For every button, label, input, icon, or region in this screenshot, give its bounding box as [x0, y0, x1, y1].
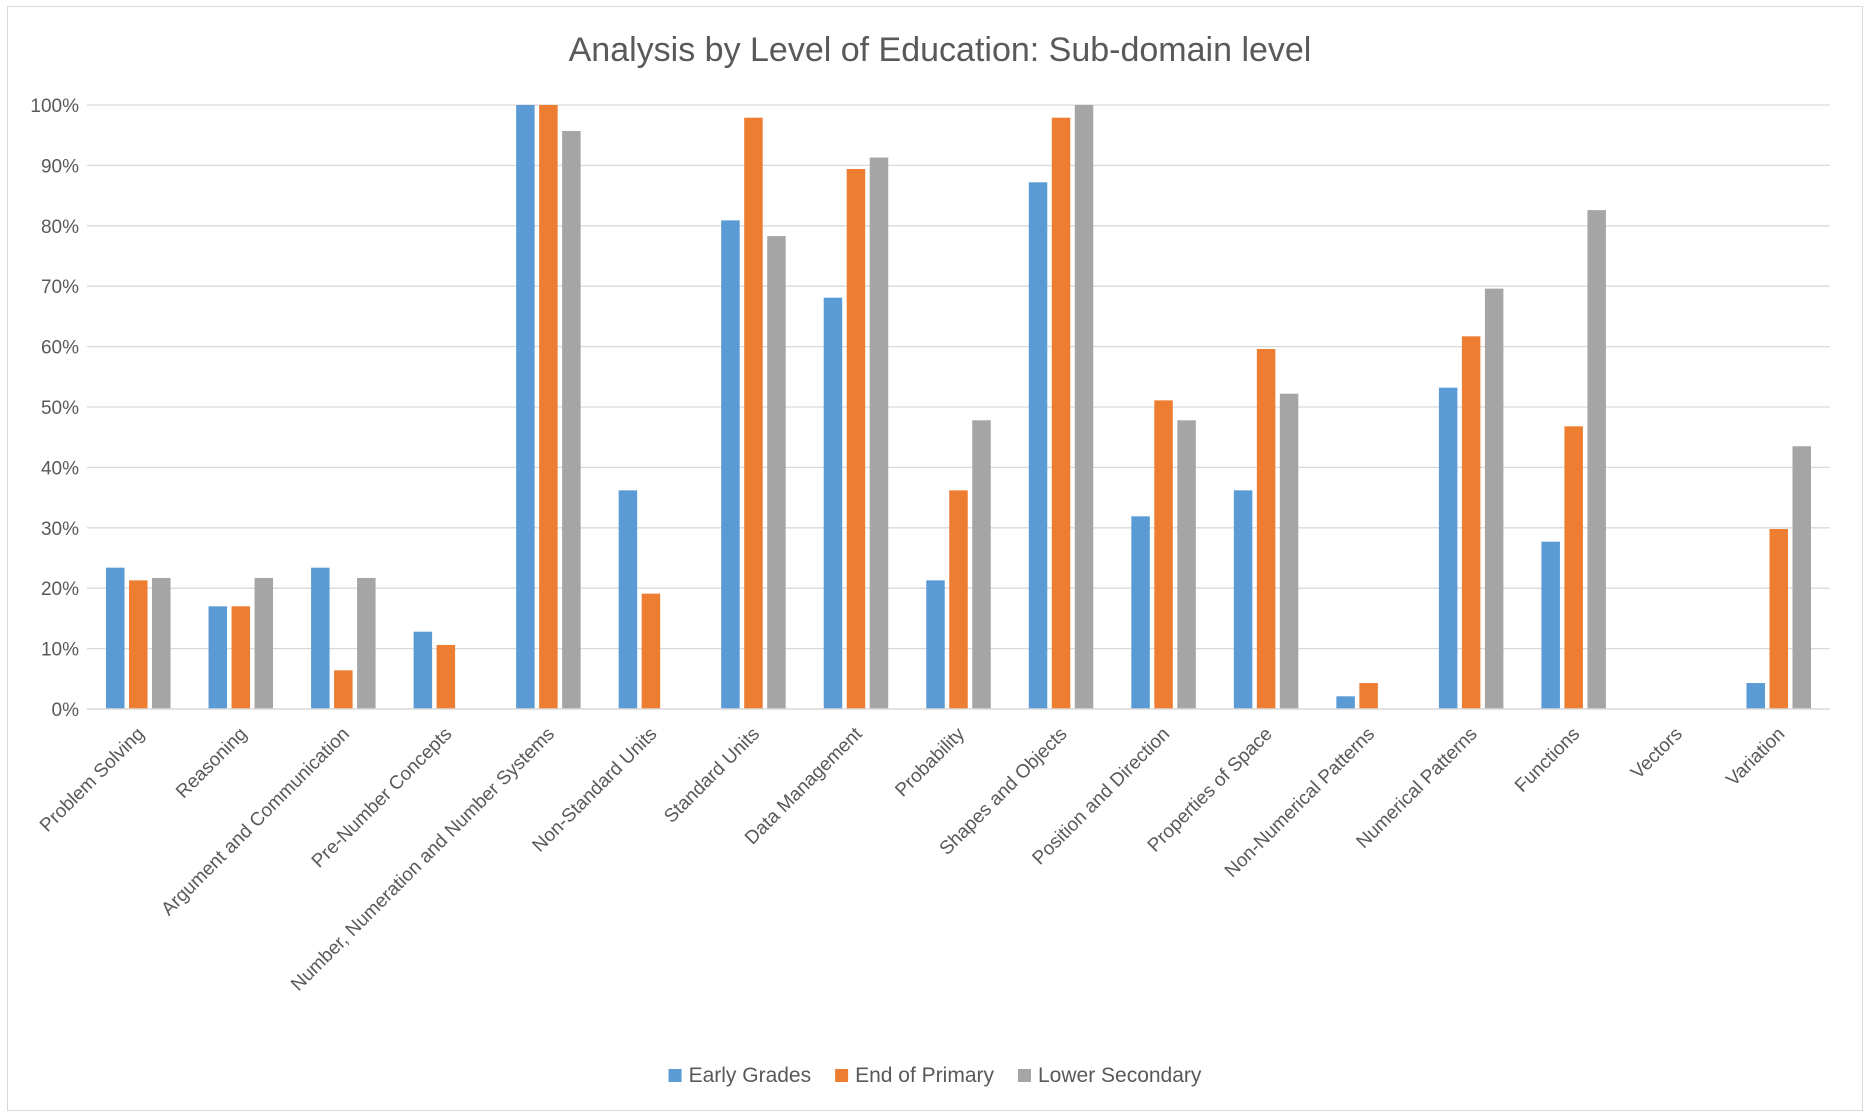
- y-tick-label: 30%: [41, 519, 79, 540]
- bar: [926, 580, 945, 709]
- x-category-label: Argument and Communication: [158, 724, 354, 920]
- y-tick-label: 70%: [41, 277, 79, 298]
- bar: [254, 577, 274, 709]
- bar: [1359, 683, 1378, 709]
- gridlines: [87, 104, 1830, 650]
- x-category-label: Standard Units: [660, 724, 764, 828]
- bar: [744, 117, 763, 709]
- bar: [972, 420, 991, 709]
- legend-swatch: [1017, 1069, 1031, 1082]
- bar: [208, 606, 228, 709]
- bar: [1336, 696, 1355, 709]
- y-tick-label: 60%: [41, 338, 79, 359]
- bar: [1438, 387, 1458, 709]
- bar: [721, 220, 740, 709]
- chart-title: Analysis by Level of Education: Sub-doma…: [569, 31, 1312, 69]
- legend-label: Early Grades: [689, 1064, 812, 1087]
- bar: [1233, 490, 1253, 709]
- bar: [1154, 400, 1173, 709]
- x-category-label: Functions: [1511, 724, 1584, 797]
- bar: [436, 644, 456, 709]
- chart-frame: [7, 6, 1863, 1111]
- bar: [413, 631, 433, 709]
- bar: [129, 580, 148, 709]
- x-category-label: Probability: [891, 723, 969, 801]
- x-category-label: Variation: [1722, 724, 1789, 791]
- bar: [869, 157, 889, 710]
- x-category-label: Problem Solving: [36, 724, 149, 837]
- bar: [334, 670, 353, 709]
- bar: [823, 297, 843, 709]
- legend-swatch: [668, 1069, 682, 1082]
- bar: [311, 567, 330, 709]
- bar: [1587, 210, 1606, 709]
- y-tick-label: 10%: [41, 640, 79, 661]
- bar: [1051, 117, 1071, 709]
- bar: [846, 169, 866, 710]
- bar: [231, 606, 251, 709]
- bars: [106, 105, 1811, 710]
- bar: [1074, 105, 1094, 709]
- bar: [1769, 529, 1788, 709]
- bar: [1279, 393, 1299, 709]
- x-category-label: Reasoning: [172, 724, 251, 803]
- bar: [618, 490, 638, 709]
- bar: [1792, 446, 1811, 709]
- legend-label: Lower Secondary: [1038, 1064, 1202, 1087]
- bar: [106, 567, 125, 709]
- y-tick-label: 80%: [41, 217, 79, 238]
- bar: [1461, 336, 1481, 709]
- bar: [539, 105, 558, 709]
- x-category-label: Vectors: [1627, 724, 1687, 784]
- bar: [562, 130, 581, 710]
- y-tick-label: 90%: [41, 156, 79, 177]
- bar: [767, 236, 786, 709]
- bar: [1746, 683, 1765, 709]
- legend-label: End of Primary: [855, 1064, 994, 1087]
- legend-swatch: [835, 1069, 849, 1082]
- y-tick-label: 40%: [41, 458, 79, 479]
- bar: [1028, 182, 1048, 709]
- bar: [516, 105, 535, 709]
- bar: [1256, 349, 1276, 709]
- y-tick-label: 100%: [30, 96, 79, 117]
- bar: [357, 577, 376, 709]
- bar: [1484, 288, 1504, 709]
- bar: [641, 593, 661, 709]
- bar: [1131, 516, 1150, 709]
- y-tick-label: 0%: [52, 700, 80, 721]
- y-axis-ticks: 0% 10% 20% 30% 40% 50% 60% 70% 80% 90% 100%: [30, 96, 79, 721]
- bar: [1177, 420, 1196, 709]
- legend: Early Grades End of Primary Lower Secondar…: [668, 1064, 1202, 1087]
- bar: [152, 577, 171, 709]
- bar: [1564, 426, 1583, 709]
- bar: [1541, 541, 1560, 709]
- bar: [949, 490, 968, 709]
- y-tick-label: 50%: [41, 398, 79, 419]
- y-tick-label: 20%: [41, 579, 79, 600]
